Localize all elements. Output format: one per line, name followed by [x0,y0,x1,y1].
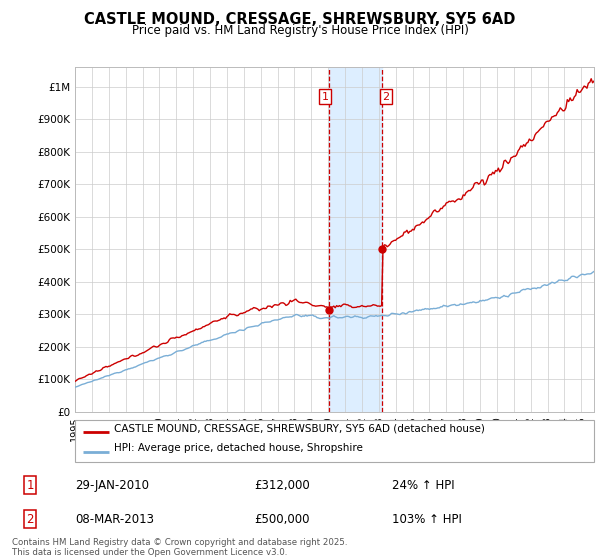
Text: 2: 2 [26,513,34,526]
Bar [329,67,382,412]
Text: CASTLE MOUND, CRESSAGE, SHREWSBURY, SY5 6AD: CASTLE MOUND, CRESSAGE, SHREWSBURY, SY5 … [85,12,515,27]
Text: Contains HM Land Registry data © Crown copyright and database right 2025.
This d: Contains HM Land Registry data © Crown c… [12,538,347,557]
Text: CASTLE MOUND, CRESSAGE, SHREWSBURY, SY5 6AD (detached house): CASTLE MOUND, CRESSAGE, SHREWSBURY, SY5 … [114,423,485,433]
Text: 24% ↑ HPI: 24% ↑ HPI [392,478,455,492]
Text: Price paid vs. HM Land Registry's House Price Index (HPI): Price paid vs. HM Land Registry's House … [131,24,469,36]
Text: 08-MAR-2013: 08-MAR-2013 [76,513,154,526]
Text: HPI: Average price, detached house, Shropshire: HPI: Average price, detached house, Shro… [114,443,363,452]
Text: 103% ↑ HPI: 103% ↑ HPI [392,513,462,526]
Text: 2: 2 [383,92,389,102]
FancyBboxPatch shape [75,420,594,462]
Text: 29-JAN-2010: 29-JAN-2010 [76,478,149,492]
Text: £500,000: £500,000 [254,513,310,526]
Text: £312,000: £312,000 [254,478,310,492]
Text: 1: 1 [322,92,329,102]
Text: 1: 1 [26,478,34,492]
